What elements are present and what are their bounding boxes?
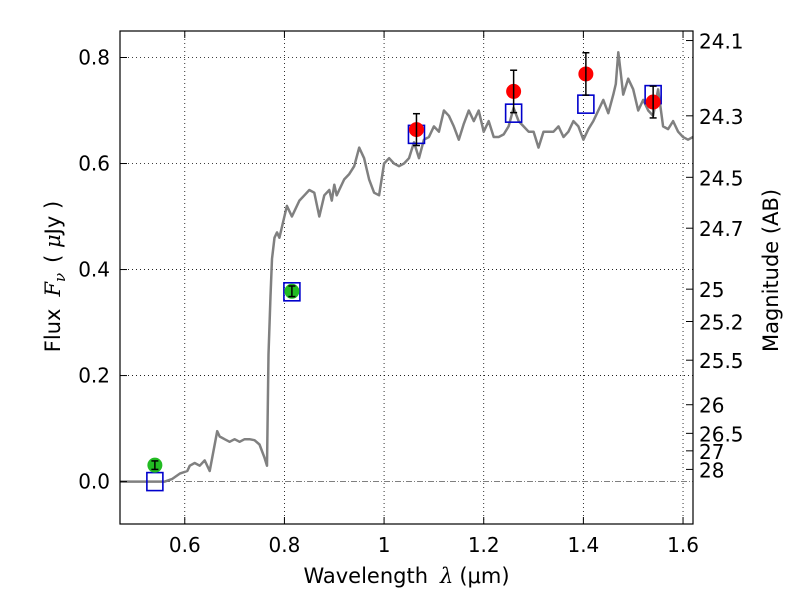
plot-frame (119, 30, 694, 525)
y-tick-label: 0.0 (78, 470, 110, 494)
y-tick-label: 0.8 (78, 46, 110, 70)
x-axis-label-unit: (μm) (459, 564, 509, 588)
y-tick-label: 0.2 (78, 364, 110, 388)
x-axis-label-var: λ (439, 564, 453, 588)
x-tick-label: 1.4 (567, 533, 599, 557)
right-tick-label: 24.3 (699, 105, 744, 129)
model-magnitude-markers (146, 84, 662, 492)
right-tick-label: 25.2 (699, 310, 744, 334)
y-axis-label-sub: ν (51, 273, 69, 282)
right-tick-label: 25 (699, 278, 724, 302)
x-tick-label: 1.6 (667, 533, 699, 557)
right-tick-label: 25.5 (699, 349, 744, 373)
right-tick-label: 28 (699, 458, 724, 482)
right-tick-label: 24.7 (699, 217, 744, 241)
y-axis-label-prefix: Flux (41, 309, 65, 353)
x-axis-label-prefix: Wavelength (303, 564, 428, 588)
y-axis-label-unit-open: ( (41, 248, 65, 263)
right-tick-label: 27 (699, 440, 724, 464)
right-tick-label: 26 (699, 394, 724, 418)
x-tick-label: 1.2 (468, 533, 500, 557)
y-tick-label: 0.4 (78, 258, 110, 282)
model-spectrum-line (120, 50, 693, 483)
y-axis-label: Flux Fν ( μJy ) (41, 201, 69, 352)
model-square-marker (283, 282, 301, 302)
right-tick-label: 24.1 (699, 30, 744, 54)
y-axis-label-unit-mu: μ (41, 234, 65, 248)
x-tick-label: 0.6 (169, 533, 201, 557)
right-tick-label: 26.5 (699, 422, 744, 446)
right-y-axis-label: Magnitude (AB) (759, 189, 783, 352)
x-tick-label: 1 (378, 533, 391, 557)
y-axis-label-unit-rest: Jy ) (41, 201, 65, 237)
x-axis-label: Wavelength λ (μm) (303, 564, 509, 588)
plot-area (120, 50, 693, 483)
y-axis-label-var: F (41, 281, 65, 298)
photometry-points (147, 51, 661, 473)
right-tick-label: 24.5 (699, 166, 744, 190)
model-square-marker (577, 94, 595, 114)
y-tick-label: 0.6 (78, 152, 110, 176)
x-tick-label: 0.8 (269, 533, 301, 557)
grid-lines (120, 31, 693, 524)
axis-ticks: 0.6 0.8 1 1.2 1.4 1.6 0.0 0.2 0.4 0.6 0.8 24.1 24.3 2… (78, 30, 743, 557)
